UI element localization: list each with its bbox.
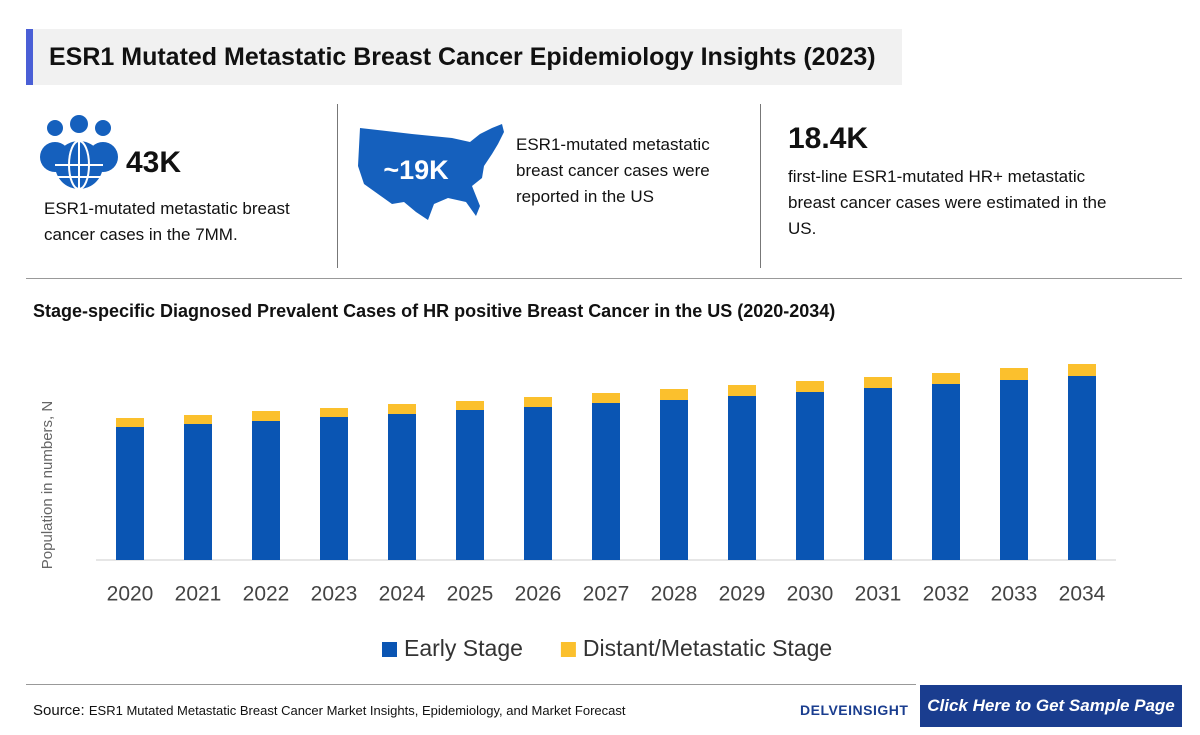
x-tick-label: 2025 [447,583,494,606]
bar-segment [592,393,620,403]
stat-value: ~19K [383,155,449,185]
separator [26,278,1182,279]
bar-segment [524,407,552,560]
bar-segment [728,385,756,396]
source-label: Source: [33,702,85,719]
bar-segment [456,410,484,560]
x-tick-label: 2021 [175,583,222,606]
bar-segment [660,389,688,400]
stat-value: 18.4K [788,122,869,155]
x-tick-label: 2032 [923,583,970,606]
x-tick-label: 2026 [515,583,562,606]
x-tick-label: 2022 [243,583,290,606]
legend-swatch [560,642,576,657]
bar-segment [932,384,960,560]
bar-segment [388,404,416,414]
x-tick-label: 2023 [311,583,358,606]
bar-segment [1068,364,1096,376]
bar-segment [252,421,280,560]
bar-segment [252,411,280,421]
x-tick-label: 2031 [855,583,902,606]
legend-label: Distant/Metastatic Stage [583,635,832,661]
source: Source: ESR1 Mutated Metastatic Breast C… [33,702,625,719]
x-tick-label: 2024 [379,583,426,606]
x-tick-label: 2027 [583,583,630,606]
source-text: ESR1 Mutated Metastatic Breast Cancer Ma… [88,703,626,718]
bar-segment [388,414,416,560]
x-tick-label: 2020 [107,583,154,606]
legend-label: Early Stage [404,635,523,661]
stat-value: 43K [126,146,182,179]
x-tick-label: 2028 [651,583,698,606]
x-tick-label: 2033 [991,583,1038,606]
divider [337,104,338,268]
x-tick-label: 2030 [787,583,834,606]
x-tick-label: 2034 [1059,583,1106,606]
bar-segment [524,397,552,407]
bar-segment [116,427,144,560]
bar-segment [728,396,756,560]
stat-text: ESR1-mutated metastatic breast cancer ca… [44,199,290,244]
y-axis-label: Population in numbers, N [39,401,56,569]
bar-segment [592,403,620,560]
stat-text: ESR1-mutated metastatic breast cancer ca… [516,135,710,206]
bar-segment [864,377,892,388]
bar-segment [320,408,348,417]
bar-segment [864,388,892,560]
people-icon [40,115,118,190]
bar-segment [320,417,348,560]
stat-text: first-line ESR1-mutated HR+ metastatic b… [788,167,1107,238]
bar-segment [1000,380,1028,560]
sample-button[interactable]: Click Here to Get Sample Page [920,685,1182,727]
bar-segment [1068,376,1096,560]
bar-segment [184,424,212,560]
x-tick-label: 2029 [719,583,766,606]
logo: DELVEINSIGHT [800,702,909,718]
bar-segment [796,392,824,560]
legend-swatch [382,642,397,657]
us-map: ~19K [358,124,504,220]
bar-segment [796,381,824,392]
bar-segment [116,418,144,427]
bar-segment [456,401,484,410]
header-title: ESR1 Mutated Metastatic Breast Cancer Ep… [26,29,902,85]
bar-segment [660,400,688,560]
footer-line [26,684,916,685]
bar-segment [184,415,212,424]
bar-segment [932,373,960,384]
divider [760,104,761,268]
chart: Stage-specific Diagnosed Prevalent Cases… [33,301,1116,661]
chart-title: Stage-specific Diagnosed Prevalent Cases… [33,301,835,321]
bar-segment [1000,368,1028,380]
